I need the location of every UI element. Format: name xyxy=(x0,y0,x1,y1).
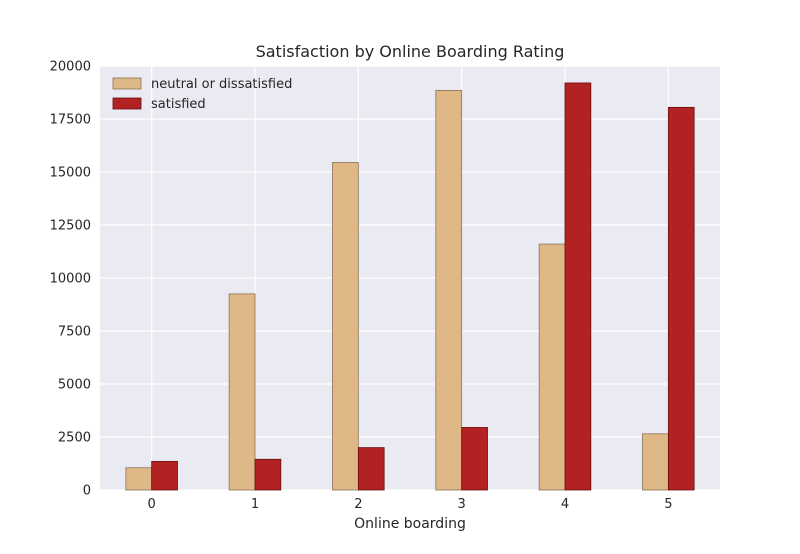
bars xyxy=(125,82,695,491)
bar-neutral-or-dissatisfied xyxy=(538,243,566,491)
legend-label-neutral: neutral or dissatisfied xyxy=(151,77,292,92)
y-tick-label: 15000 xyxy=(50,166,91,181)
bar-satisfied xyxy=(151,460,178,491)
y-tick-label: 12500 xyxy=(50,219,91,234)
y-tick-label: 0 xyxy=(83,484,91,499)
x-tick-label: 3 xyxy=(458,497,466,512)
bar-neutral-or-dissatisfied xyxy=(228,293,256,491)
legend-label-satisfied: satisfied xyxy=(151,97,206,112)
y-tick-label: 17500 xyxy=(50,113,91,128)
x-ticks: 0 1 2 3 4 5 xyxy=(148,497,673,512)
legend-swatch-satisfied xyxy=(112,97,142,110)
bar-satisfied xyxy=(357,447,385,491)
x-axis-label: Online boarding xyxy=(354,516,466,532)
x-tick-label: 4 xyxy=(561,497,569,512)
x-tick-label: 0 xyxy=(148,497,156,512)
bar-neutral-or-dissatisfied xyxy=(332,162,359,491)
y-tick-label: 5000 xyxy=(58,378,91,393)
bar-satisfied xyxy=(254,458,282,491)
bar-satisfied xyxy=(564,82,592,491)
x-tick-label: 5 xyxy=(664,497,672,512)
y-tick-label: 2500 xyxy=(58,431,91,446)
bar-neutral-or-dissatisfied xyxy=(435,89,463,491)
chart-title: Satisfaction by Online Boarding Rating xyxy=(256,42,565,61)
legend: neutral or dissatisfied satisfied xyxy=(112,77,292,112)
legend-swatch-neutral xyxy=(112,77,142,90)
x-tick-label: 2 xyxy=(354,497,362,512)
y-ticks: 0 2500 5000 7500 10000 12500 15000 17500 20000 xyxy=(50,60,91,499)
y-tick-label: 7500 xyxy=(58,325,91,340)
bar-neutral-or-dissatisfied xyxy=(642,433,669,491)
y-tick-label: 10000 xyxy=(50,272,91,287)
y-tick-label: 20000 xyxy=(50,60,91,75)
bar-neutral-or-dissatisfied xyxy=(125,467,153,491)
bar-satisfied xyxy=(461,427,488,491)
x-tick-label: 1 xyxy=(251,497,259,512)
bar-satisfied xyxy=(667,106,695,491)
